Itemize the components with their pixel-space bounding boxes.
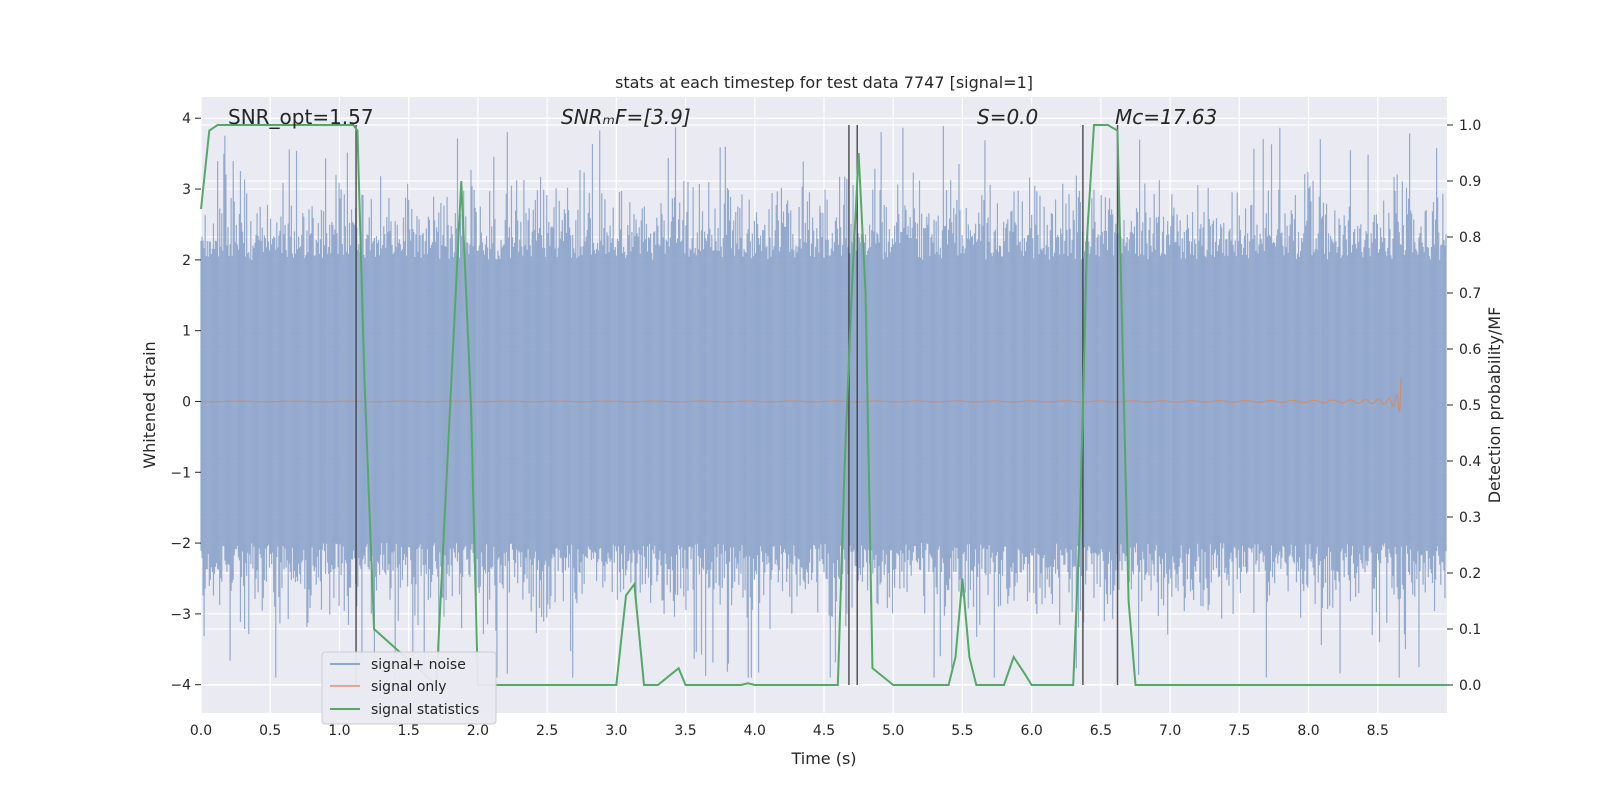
annotation-snr-mf: SNRₘF=[3.9] bbox=[561, 105, 691, 129]
y-left-tick-label: −2 bbox=[170, 536, 191, 552]
y-left-tick-label: 3 bbox=[182, 182, 191, 198]
x-tick-label: 2.0 bbox=[467, 723, 489, 739]
x-tick-label: 1.0 bbox=[328, 723, 350, 739]
x-axis-label: Time (s) bbox=[790, 749, 856, 768]
y-right-axis-label: Detection probability/MF bbox=[1485, 307, 1504, 504]
chart-title: stats at each timestep for test data 774… bbox=[615, 73, 1033, 92]
y-right-tick-label: 0.6 bbox=[1459, 342, 1481, 358]
legend: signal+ noise signal only signal statist… bbox=[321, 651, 497, 725]
y-left-tick-label: 4 bbox=[182, 111, 191, 127]
x-tick-label: 6.0 bbox=[1021, 723, 1043, 739]
y-right-tick-label: 0.0 bbox=[1459, 678, 1481, 694]
legend-label-signal-only: signal only bbox=[371, 679, 446, 695]
x-tick-label: 3.5 bbox=[674, 723, 696, 739]
y-right-tick-label: 0.3 bbox=[1459, 510, 1481, 526]
y-right-tick-label: 0.2 bbox=[1459, 566, 1481, 582]
y-right-tick-label: 1.0 bbox=[1459, 118, 1481, 134]
y-right-tick-label: 0.5 bbox=[1459, 398, 1481, 414]
x-tick-label: 5.0 bbox=[882, 723, 904, 739]
y-left-axis-label: Whitened strain bbox=[140, 341, 159, 468]
x-tick-label: 4.5 bbox=[813, 723, 835, 739]
x-tick-label: 1.5 bbox=[398, 723, 420, 739]
legend-label-signal-noise: signal+ noise bbox=[371, 657, 466, 673]
annotation-snr-opt: SNR_opt=1.57 bbox=[228, 105, 374, 129]
x-tick-label: 2.5 bbox=[536, 723, 558, 739]
y-right-tick-label: 0.4 bbox=[1459, 454, 1481, 470]
x-tick-label: 6.5 bbox=[1090, 723, 1112, 739]
x-tick-label: 8.5 bbox=[1367, 723, 1389, 739]
y-left-tick-label: −3 bbox=[170, 607, 191, 623]
x-tick-label: 7.0 bbox=[1159, 723, 1181, 739]
legend-box bbox=[321, 651, 497, 725]
y-right-tick-label: 0.7 bbox=[1459, 286, 1481, 302]
y-right-tick-label: 0.1 bbox=[1459, 622, 1481, 638]
y-left-tick-label: 2 bbox=[182, 253, 191, 269]
signal-only-series bbox=[200, 376, 1402, 413]
y-right-tick-label: 0.9 bbox=[1459, 174, 1481, 190]
x-tick-label: 0.5 bbox=[259, 723, 281, 739]
annotation-mc: Mc=17.63 bbox=[1115, 105, 1217, 129]
x-tick-label: 4.0 bbox=[744, 723, 766, 739]
y-left-axis-ticks: 4 3 2 1 0 −1 −2 −3 −4 bbox=[170, 111, 201, 694]
y-right-axis-ticks: 1.0 0.9 0.8 0.7 0.6 0.5 0.4 0.3 0.2 0.1 0.0 bbox=[1447, 118, 1481, 694]
annotation-s: S=0.0 bbox=[977, 105, 1038, 129]
x-tick-label: 8.0 bbox=[1297, 723, 1319, 739]
y-left-tick-label: −1 bbox=[170, 465, 191, 481]
signal-only-line bbox=[200, 376, 1402, 413]
y-left-tick-label: 1 bbox=[182, 324, 191, 340]
x-tick-label: 3.0 bbox=[605, 723, 627, 739]
y-left-tick-label: 0 bbox=[182, 394, 191, 410]
y-left-tick-label: −4 bbox=[170, 678, 191, 694]
x-tick-label: 7.5 bbox=[1228, 723, 1250, 739]
y-right-tick-label: 0.8 bbox=[1459, 230, 1481, 246]
vertical-markers bbox=[355, 125, 1119, 685]
x-tick-label: 5.5 bbox=[951, 723, 973, 739]
signal-noise-series bbox=[200, 126, 1447, 678]
x-axis-ticks: 0.0 0.5 1.0 1.5 2.0 2.5 3.0 3.5 4.0 4.5 5.0 5.5 6.0 6… bbox=[190, 723, 1389, 739]
legend-label-signal-statistics: signal statistics bbox=[371, 702, 479, 718]
x-tick-label: 0.0 bbox=[190, 723, 212, 739]
